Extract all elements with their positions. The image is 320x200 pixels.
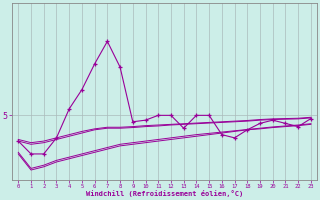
X-axis label: Windchill (Refroidissement éolien,°C): Windchill (Refroidissement éolien,°C) bbox=[86, 190, 243, 197]
